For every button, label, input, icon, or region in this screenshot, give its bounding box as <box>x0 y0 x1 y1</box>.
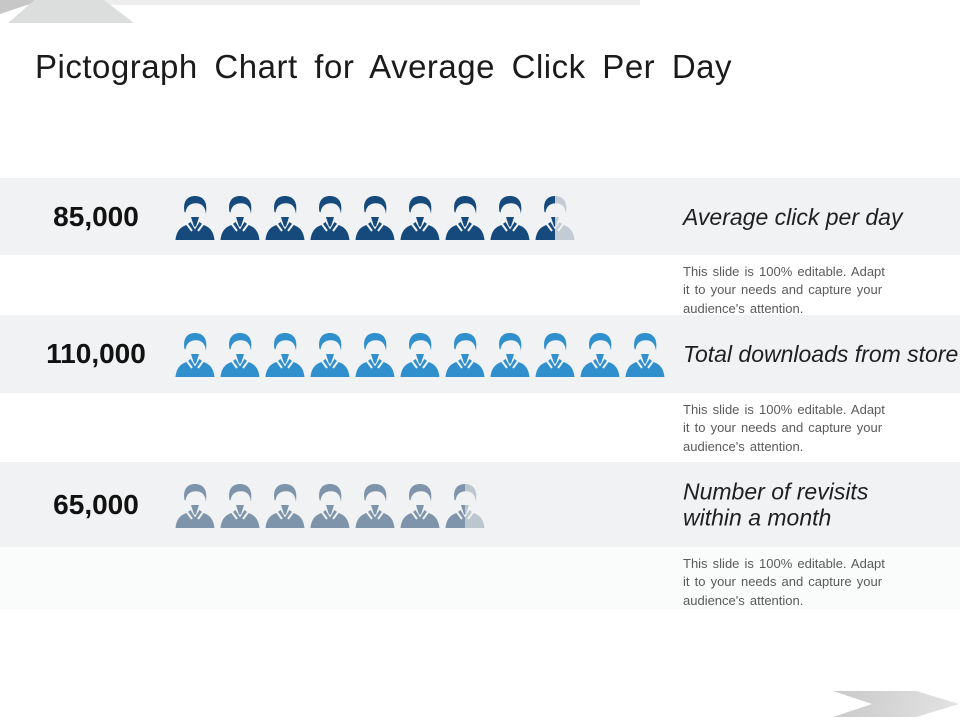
person-bust-icon <box>355 195 395 240</box>
note-band-2: This slide is 100% editable. Adapt it to… <box>0 393 960 462</box>
person-bust-icon <box>220 195 260 240</box>
person-bust-icon <box>490 195 530 240</box>
icon-strip-3 <box>175 482 485 528</box>
person-bust-icon <box>445 483 485 528</box>
person-bust-icon <box>400 333 440 377</box>
person-bust-icon <box>535 333 575 377</box>
row-label-1: Average click per day <box>683 203 903 230</box>
row-value-2: 110,000 <box>46 338 146 369</box>
person-bust-icon <box>445 333 485 377</box>
row-label-3: Number of revisits within a month <box>683 478 869 531</box>
person-bust-icon <box>310 195 350 240</box>
icon-strip-1 <box>175 194 575 240</box>
row-value-1: 85,000 <box>53 200 139 232</box>
page-title: Pictograph Chart for Average Click Per D… <box>35 48 733 86</box>
person-bust-icon <box>535 195 575 240</box>
person-bust-icon <box>175 333 215 377</box>
person-bust-icon <box>400 483 440 528</box>
pictograph-row-1: 85,000 Average click per day <box>0 178 960 255</box>
icon-strip-2 <box>175 331 665 377</box>
person-bust-icon <box>310 483 350 528</box>
note-band-1: This slide is 100% editable. Adapt it to… <box>0 255 960 316</box>
pictograph-row-3: 65,000 Number of revisits within a month <box>0 462 960 547</box>
person-bust-icon <box>265 483 305 528</box>
top-edge-strip-decoration <box>0 0 640 5</box>
ribbon-decoration <box>8 0 134 23</box>
person-bust-icon <box>580 333 620 377</box>
person-bust-icon <box>220 333 260 377</box>
note-text-2: This slide is 100% editable. Adapt it to… <box>683 402 885 454</box>
person-bust-icon <box>355 483 395 528</box>
person-bust-icon <box>265 195 305 240</box>
person-bust-icon <box>310 333 350 377</box>
person-bust-icon <box>220 483 260 528</box>
person-bust-icon <box>445 195 485 240</box>
note-band-3: This slide is 100% editable. Adapt it to… <box>0 547 960 609</box>
person-bust-icon <box>355 333 395 377</box>
person-bust-icon <box>175 483 215 528</box>
note-text-1: This slide is 100% editable. Adapt it to… <box>683 264 885 316</box>
note-text-3: This slide is 100% editable. Adapt it to… <box>683 556 885 608</box>
pictograph-row-2: 110,000 Total downloads from store <box>0 315 960 393</box>
person-bust-icon <box>625 333 665 377</box>
bottom-right-arrow-decoration <box>833 691 959 717</box>
row-label-2: Total downloads from store <box>683 340 959 367</box>
person-bust-icon <box>400 195 440 240</box>
person-bust-icon <box>490 333 530 377</box>
person-bust-icon <box>175 195 215 240</box>
person-bust-icon <box>265 333 305 377</box>
row-value-3: 65,000 <box>53 488 139 520</box>
